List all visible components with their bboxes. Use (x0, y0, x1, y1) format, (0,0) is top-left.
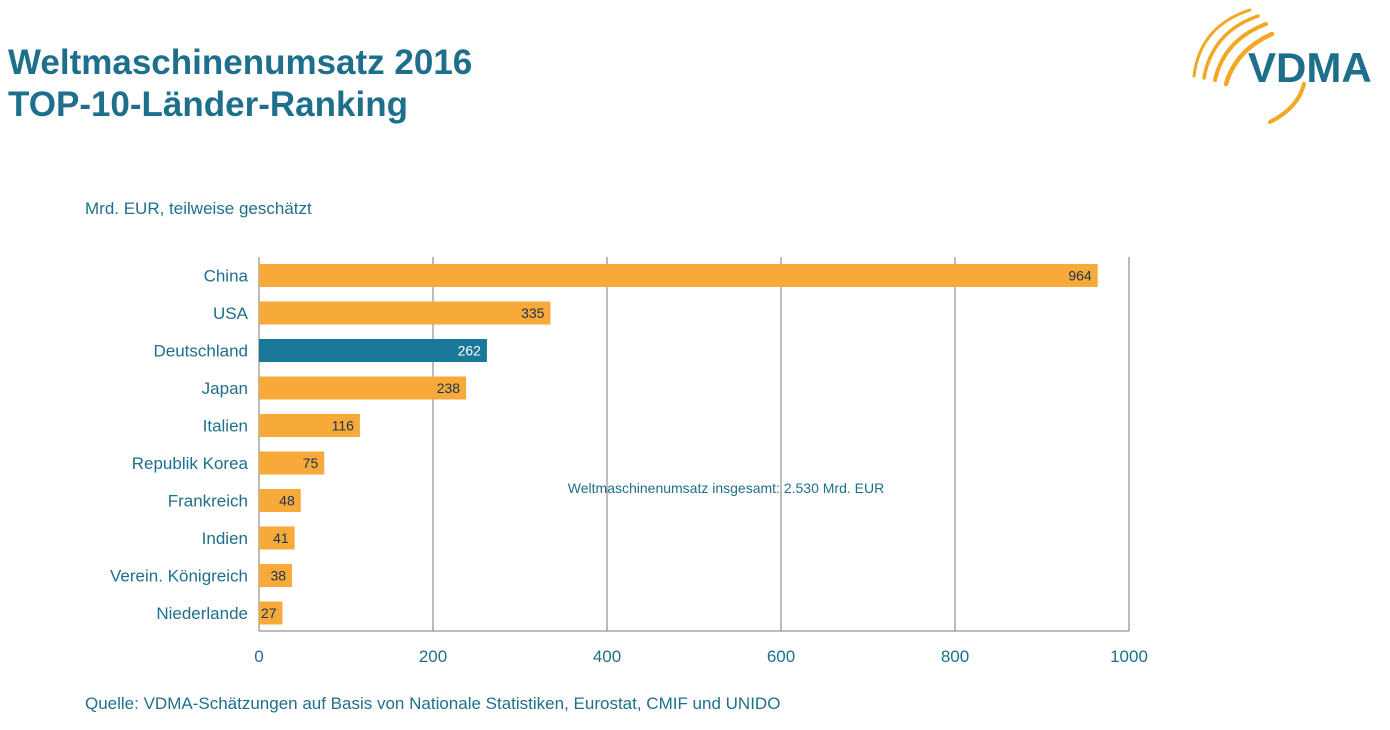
bar-china (259, 264, 1098, 287)
x-tick-label-400: 400 (593, 647, 621, 666)
data-label-italien: 116 (332, 418, 355, 434)
x-tick-label-200: 200 (419, 647, 447, 666)
data-label-verein-königreich: 38 (270, 568, 286, 584)
source-note: Quelle: VDMA-Schätzungen auf Basis von N… (85, 694, 781, 713)
data-label-republik-korea: 75 (303, 455, 319, 471)
category-label-deutschland: Deutschland (153, 342, 248, 361)
data-label-usa: 335 (521, 305, 545, 321)
category-label-japan: Japan (202, 379, 248, 398)
category-label-niederlande: Niederlande (156, 604, 248, 623)
bar-usa (259, 301, 551, 325)
title-line-2: TOP-10-Länder-Ranking (8, 85, 408, 124)
category-label-republik-korea: Republik Korea (132, 454, 249, 473)
bar-niederlande (259, 601, 283, 625)
data-label-niederlande: 27 (261, 605, 277, 621)
bar-italien (259, 414, 360, 437)
data-label-deutschland: 262 (458, 343, 482, 359)
x-tick-label-800: 800 (941, 647, 969, 666)
x-tick-label-600: 600 (767, 647, 795, 666)
category-label-italien: Italien (203, 417, 248, 436)
bar-verein-königreich (259, 564, 293, 587)
bar-frankreich (259, 489, 301, 512)
data-label-japan: 238 (437, 380, 461, 396)
logo-text: VDMA (1248, 44, 1372, 91)
data-label-frankreich: 48 (279, 493, 295, 509)
bar-indien (259, 526, 295, 550)
chart-annotation: Weltmaschinenumsatz insgesamt: 2.530 Mrd… (568, 480, 884, 496)
category-label-frankreich: Frankreich (168, 492, 248, 511)
bar-deutschland (259, 339, 487, 362)
category-label-indien: Indien (202, 529, 248, 548)
page-title: Weltmaschinenumsatz 2016 TOP-10-Länder-R… (8, 42, 472, 126)
data-label-indien: 41 (273, 530, 289, 546)
vdma-arc-logo-icon (1192, 8, 1306, 124)
category-label-usa: USA (213, 304, 249, 323)
vdma-logo: VDMA (1192, 8, 1372, 124)
category-label-verein-königreich: Verein. Königreich (110, 567, 248, 586)
category-label-china: China (204, 267, 249, 286)
title-line-1: Weltmaschinenumsatz 2016 (8, 43, 473, 82)
x-tick-label-1000: 1000 (1110, 647, 1148, 666)
data-label-china: 964 (1068, 268, 1092, 284)
bar-japan (259, 376, 467, 400)
bar-republik-korea (259, 451, 325, 475)
x-tick-label-0: 0 (254, 647, 263, 666)
chart-subtitle: Mrd. EUR, teilweise geschätzt (85, 199, 312, 218)
